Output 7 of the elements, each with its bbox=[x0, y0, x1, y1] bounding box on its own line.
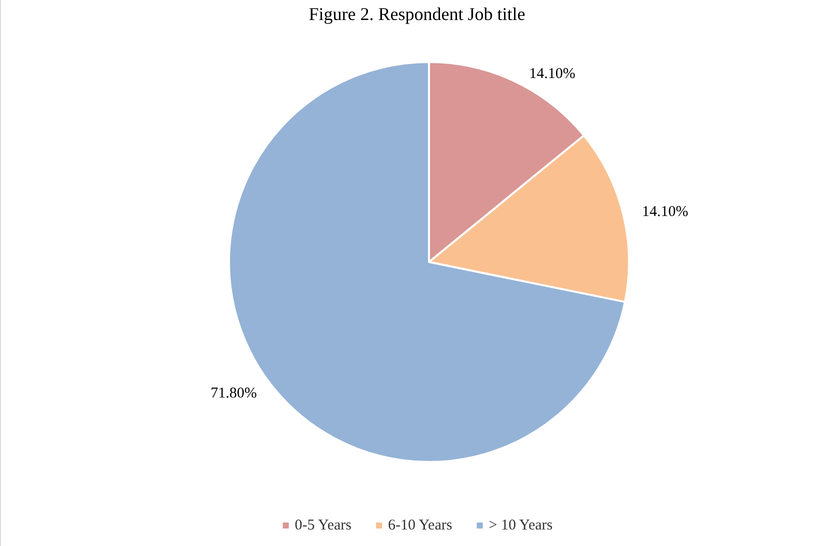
legend-label: > 10 Years bbox=[488, 518, 553, 534]
chart-title: Figure 2. Respondent Job title bbox=[308, 4, 526, 24]
data-label: 71.80% bbox=[210, 386, 257, 402]
data-label: 14.10% bbox=[642, 204, 688, 220]
legend-label: 0-5 Years bbox=[294, 518, 352, 534]
legend-label: 6-10 Years bbox=[388, 518, 452, 534]
data-label: 14.10% bbox=[529, 66, 576, 82]
